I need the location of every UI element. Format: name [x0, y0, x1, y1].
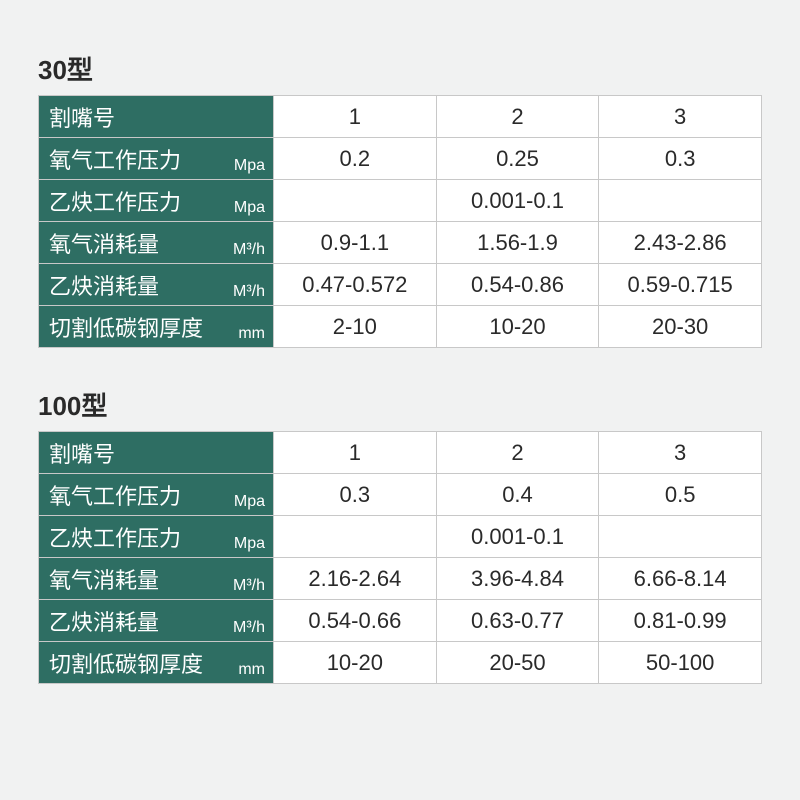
- cell: [274, 180, 437, 222]
- table-row: 乙炔工作压力Mpa 0.001-0.1: [39, 180, 762, 222]
- cell: 0.5: [599, 474, 762, 516]
- cell: 0.001-0.1: [436, 180, 599, 222]
- section-title: 100型: [38, 386, 762, 423]
- cell: 0.47-0.572: [274, 264, 437, 306]
- cell: [274, 516, 437, 558]
- row-label: 氧气工作压力Mpa: [39, 474, 274, 516]
- table-row: 割嘴号 1 2 3: [39, 432, 762, 474]
- table-row: 乙炔消耗量M³/h 0.54-0.66 0.63-0.77 0.81-0.99: [39, 600, 762, 642]
- cell: 0.54-0.66: [274, 600, 437, 642]
- cell: 2: [436, 432, 599, 474]
- cell: 3: [599, 432, 762, 474]
- row-label: 乙炔消耗量M³/h: [39, 600, 274, 642]
- cell: 2.43-2.86: [599, 222, 762, 264]
- section-title: 30型: [38, 50, 762, 87]
- table-row: 氧气消耗量M³/h 0.9-1.1 1.56-1.9 2.43-2.86: [39, 222, 762, 264]
- row-label: 割嘴号: [39, 96, 274, 138]
- cell: 1.56-1.9: [436, 222, 599, 264]
- row-label: 切割低碳钢厚度mm: [39, 642, 274, 684]
- cell: 10-20: [274, 642, 437, 684]
- cell: 20-30: [599, 306, 762, 348]
- cell: [599, 516, 762, 558]
- row-label: 割嘴号: [39, 432, 274, 474]
- row-label: 氧气消耗量M³/h: [39, 558, 274, 600]
- row-label: 切割低碳钢厚度mm: [39, 306, 274, 348]
- cell: 0.3: [599, 138, 762, 180]
- cell: 0.54-0.86: [436, 264, 599, 306]
- cell: 2.16-2.64: [274, 558, 437, 600]
- table-row: 割嘴号 1 2 3: [39, 96, 762, 138]
- table-row: 氧气工作压力Mpa 0.2 0.25 0.3: [39, 138, 762, 180]
- cell: 0.63-0.77: [436, 600, 599, 642]
- cell: 0.2: [274, 138, 437, 180]
- cell: 0.4: [436, 474, 599, 516]
- table-row: 乙炔消耗量M³/h 0.47-0.572 0.54-0.86 0.59-0.71…: [39, 264, 762, 306]
- table-row: 切割低碳钢厚度mm 2-10 10-20 20-30: [39, 306, 762, 348]
- cell: 2-10: [274, 306, 437, 348]
- row-label: 乙炔工作压力Mpa: [39, 180, 274, 222]
- cell: 0.25: [436, 138, 599, 180]
- cell: 1: [274, 96, 437, 138]
- row-label: 氧气工作压力Mpa: [39, 138, 274, 180]
- cell: [599, 180, 762, 222]
- table-row: 乙炔工作压力Mpa 0.001-0.1: [39, 516, 762, 558]
- cell: 50-100: [599, 642, 762, 684]
- cell: 3.96-4.84: [436, 558, 599, 600]
- cell: 1: [274, 432, 437, 474]
- cell: 0.59-0.715: [599, 264, 762, 306]
- cell: 0.001-0.1: [436, 516, 599, 558]
- spec-table-30: 割嘴号 1 2 3 氧气工作压力Mpa 0.2 0.25 0.3 乙炔工作压力M…: [38, 95, 762, 348]
- cell: 6.66-8.14: [599, 558, 762, 600]
- spec-table-100: 割嘴号 1 2 3 氧气工作压力Mpa 0.3 0.4 0.5 乙炔工作压力Mp…: [38, 431, 762, 684]
- row-label: 氧气消耗量M³/h: [39, 222, 274, 264]
- table-row: 氧气工作压力Mpa 0.3 0.4 0.5: [39, 474, 762, 516]
- table-row: 氧气消耗量M³/h 2.16-2.64 3.96-4.84 6.66-8.14: [39, 558, 762, 600]
- cell: 0.3: [274, 474, 437, 516]
- row-label: 乙炔工作压力Mpa: [39, 516, 274, 558]
- row-label: 乙炔消耗量M³/h: [39, 264, 274, 306]
- cell: 10-20: [436, 306, 599, 348]
- cell: 20-50: [436, 642, 599, 684]
- cell: 0.81-0.99: [599, 600, 762, 642]
- cell: 2: [436, 96, 599, 138]
- cell: 3: [599, 96, 762, 138]
- cell: 0.9-1.1: [274, 222, 437, 264]
- table-row: 切割低碳钢厚度mm 10-20 20-50 50-100: [39, 642, 762, 684]
